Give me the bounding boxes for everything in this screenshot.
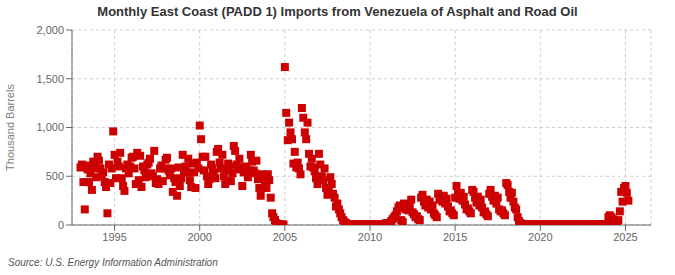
svg-text:1995: 1995 bbox=[102, 231, 126, 243]
html-text:Source: U.S. Energy Informatio: Source: U.S. Energy Information Administ… bbox=[8, 257, 218, 268]
svg-text:Thousand Barrels: Thousand Barrels bbox=[8, 84, 16, 171]
svg-text:2000: 2000 bbox=[187, 231, 211, 243]
svg-text:1,000: 1,000 bbox=[36, 121, 64, 133]
svg-text:2020: 2020 bbox=[528, 231, 552, 243]
svg-text:2005: 2005 bbox=[273, 231, 297, 243]
svg-text:2010: 2010 bbox=[358, 231, 382, 243]
html-text:Monthly East Coast (PADD 1) Im: Monthly East Coast (PADD 1) Imports from… bbox=[97, 4, 578, 19]
svg-text:2,000: 2,000 bbox=[36, 24, 64, 36]
svg-text:1,500: 1,500 bbox=[36, 73, 64, 85]
svg-text:2025: 2025 bbox=[613, 231, 637, 243]
svg-text:500: 500 bbox=[46, 170, 64, 182]
svg-text:0: 0 bbox=[58, 219, 64, 231]
svg-text:2015: 2015 bbox=[443, 231, 467, 243]
